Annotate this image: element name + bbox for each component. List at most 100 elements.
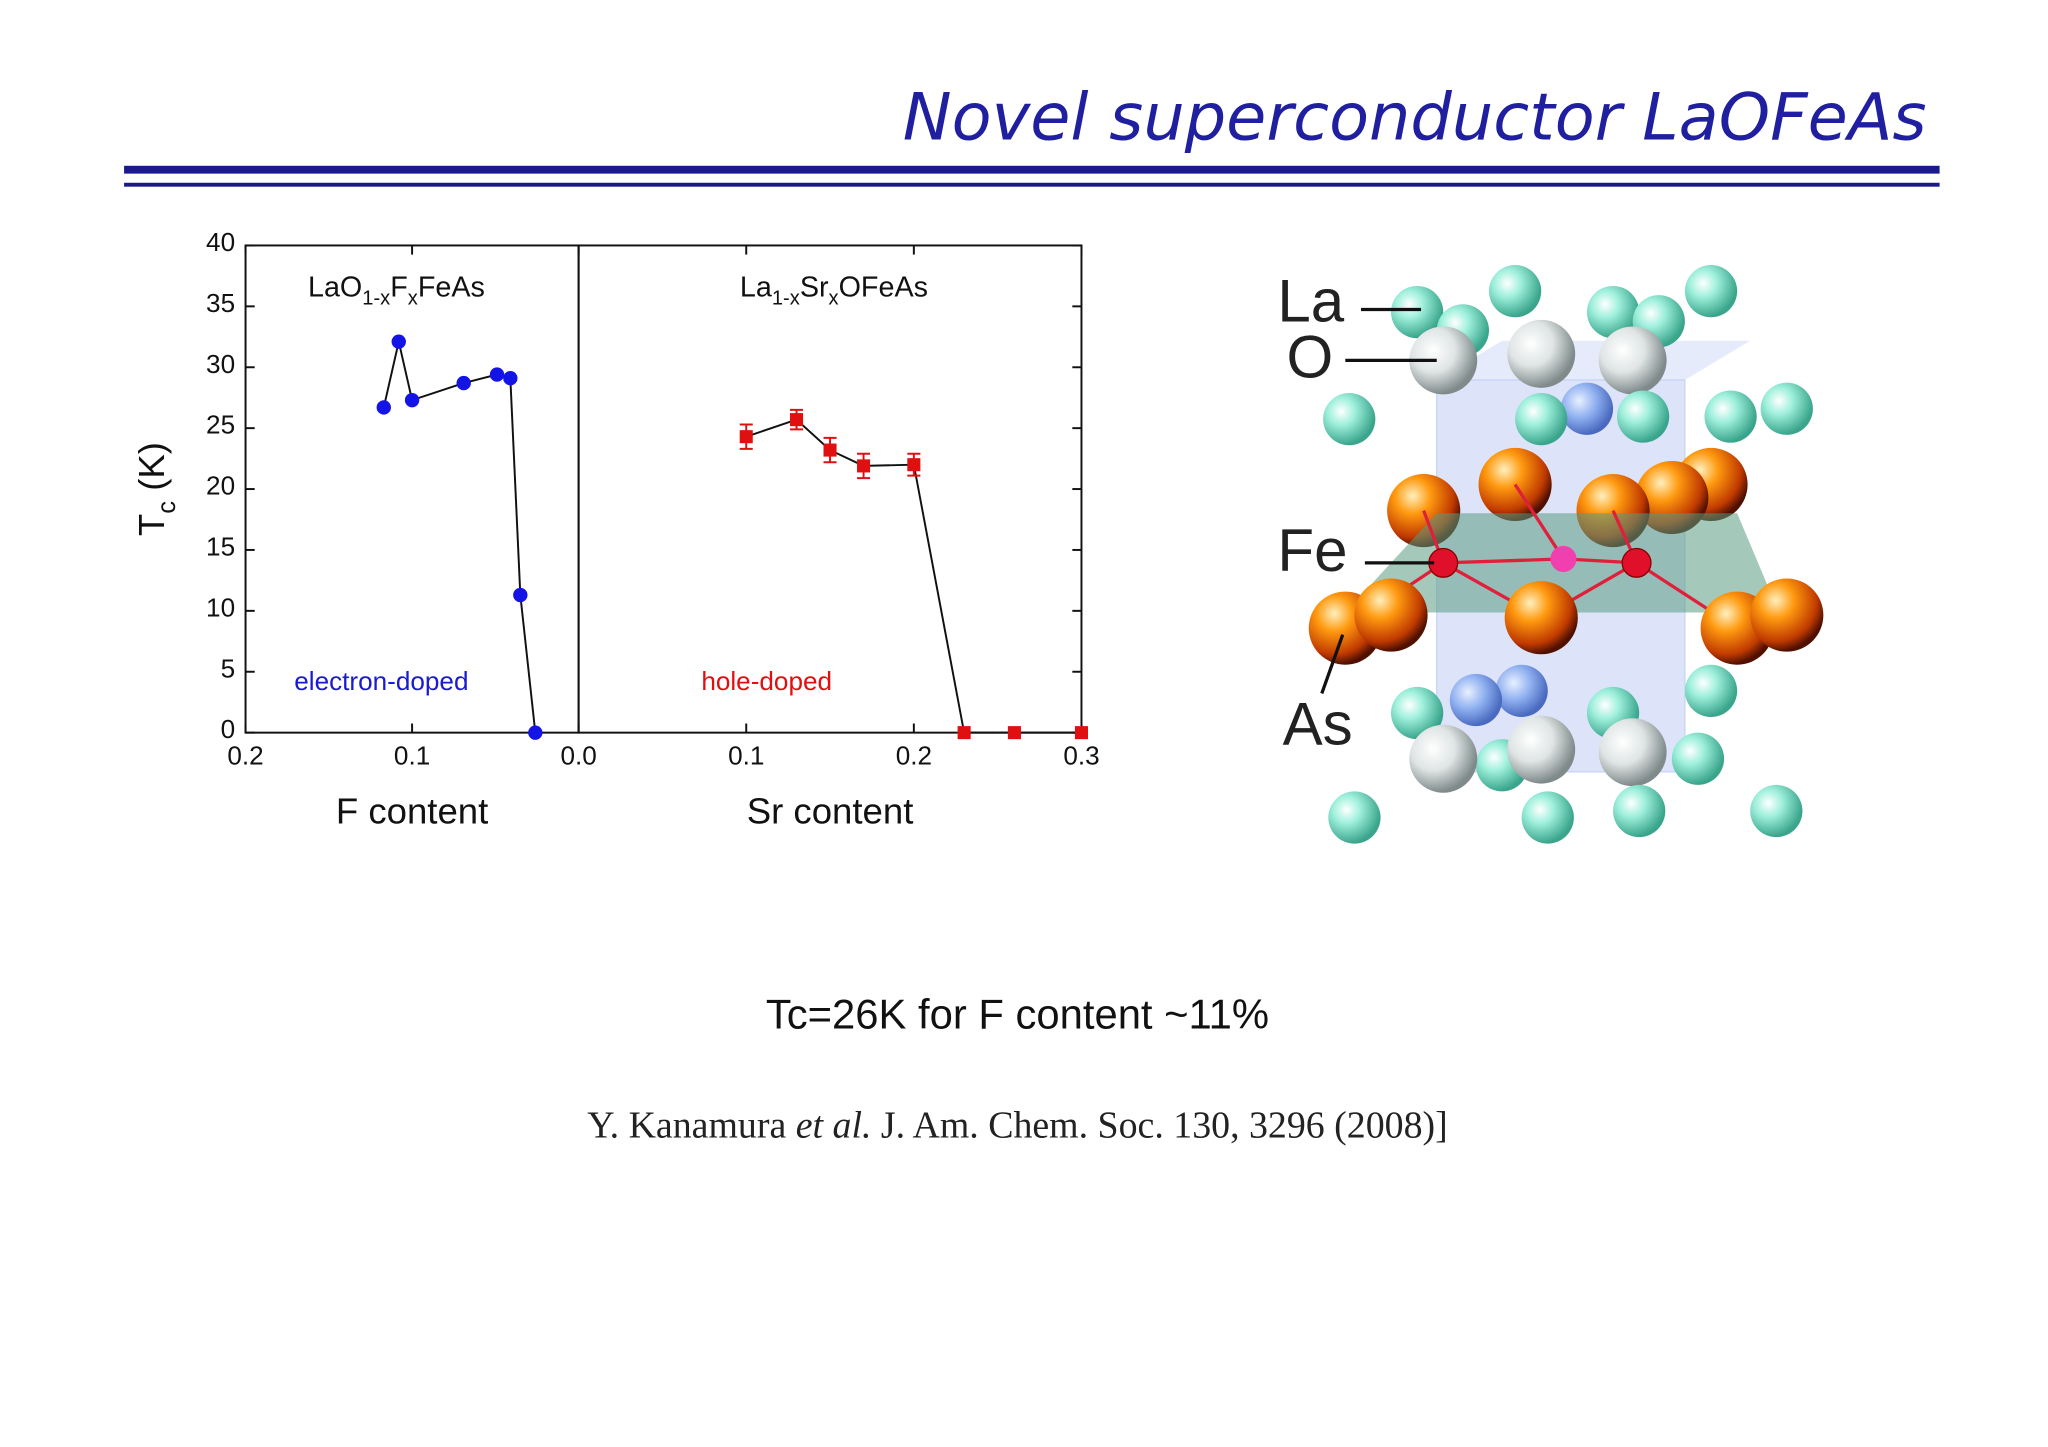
atom-la	[1409, 326, 1478, 395]
data-point	[823, 443, 837, 457]
atom-la	[1507, 319, 1576, 388]
atom-o	[1586, 285, 1640, 339]
atom-la	[1598, 718, 1667, 787]
y-tick-label: 25	[206, 410, 235, 440]
x-tick-label: 0.3	[1063, 740, 1099, 770]
x-tick-label: 0.2	[227, 740, 263, 770]
label-leader	[1320, 634, 1345, 695]
atom-o	[1684, 664, 1738, 717]
series-line	[382, 341, 537, 733]
reference-text: J. Am. Chem. Soc. 130, 3296 (2008)]	[871, 1104, 1447, 1146]
y-axis-label-part: (K)	[131, 442, 172, 501]
crystal-structure: LaO Fe As	[1277, 265, 1824, 844]
bond	[1513, 483, 1565, 560]
atom-o	[1613, 784, 1666, 838]
panel-title-part: x	[829, 288, 839, 310]
unit-cell	[1436, 340, 1751, 380]
annotation: electron-doped	[294, 666, 468, 696]
atom	[1449, 673, 1503, 727]
y-axis-label-part: T	[131, 514, 172, 536]
atom-o	[1684, 265, 1738, 318]
atom-o	[1515, 393, 1568, 446]
y-tick-label: 35	[206, 288, 235, 318]
plot-frame	[244, 244, 580, 734]
panel-title-part: FeAs	[418, 271, 485, 303]
reference-text: Y. Kanamura	[587, 1104, 796, 1146]
atom-la	[1598, 326, 1667, 395]
atom-o	[1488, 265, 1542, 318]
atom-o	[1323, 393, 1376, 446]
atom-la	[1409, 724, 1478, 793]
panel-title-part: 1-x	[362, 288, 390, 310]
x-tick-label: 0.2	[896, 740, 932, 770]
data-point	[513, 587, 528, 603]
y-axis-label-part: c	[153, 501, 181, 514]
atom-o	[1328, 791, 1381, 844]
plot-frame	[577, 244, 1083, 734]
x-tick-label: 0.0	[560, 740, 596, 770]
data-point	[376, 400, 391, 415]
data-point	[456, 375, 471, 391]
data-point	[907, 458, 921, 472]
y-tick-label: 5	[221, 653, 236, 683]
data-point	[489, 367, 505, 382]
data-point	[789, 413, 804, 427]
panel-title-part: 1-x	[772, 288, 800, 310]
atom	[1495, 664, 1548, 717]
reference-text: et al.	[796, 1104, 872, 1146]
bond	[1443, 557, 1564, 565]
atom-as	[1354, 578, 1428, 652]
atom-o	[1391, 686, 1444, 740]
y-axis-label: Tc (K)	[131, 442, 181, 536]
panel-title-part: La	[740, 271, 772, 303]
x-axis-label: Sr content	[747, 790, 914, 831]
structure-label: As	[1283, 691, 1353, 758]
y-tick-label: 15	[206, 532, 235, 562]
panel-title-part: x	[408, 288, 418, 310]
structure-label: O	[1287, 324, 1334, 391]
panel-title-part: LaO	[308, 271, 362, 303]
panel-title: La1-xSrxOFeAs	[740, 271, 928, 310]
atom-fe	[1550, 545, 1577, 572]
atom-o	[1521, 791, 1574, 844]
slide-title: Novel superconductor LaOFeAs	[903, 79, 1927, 155]
atom-o	[1616, 390, 1670, 443]
reference: Y. Kanamura et al. J. Am. Chem. Soc. 130…	[587, 1104, 1448, 1146]
panel-title-part: OFeAs	[839, 271, 928, 303]
atom-o	[1760, 382, 1813, 435]
panel-title-part: Sr	[800, 271, 829, 303]
data-point	[391, 334, 406, 349]
data-point	[957, 726, 971, 740]
x-tick-label: 0.1	[394, 740, 430, 770]
atom-o	[1704, 390, 1757, 443]
y-tick-label: 30	[206, 349, 235, 379]
atom-la	[1507, 715, 1576, 784]
data-point	[1007, 726, 1021, 740]
title-rule	[124, 165, 1940, 174]
atom-fe	[1621, 547, 1652, 578]
y-tick-label: 10	[206, 592, 235, 622]
data-point	[503, 371, 518, 386]
atom-o	[1391, 285, 1444, 339]
data-point	[739, 430, 753, 444]
title-rule	[124, 182, 1940, 187]
atom-as	[1504, 581, 1578, 655]
structure-label: Fe	[1277, 517, 1347, 584]
x-tick-label: 0.1	[728, 740, 764, 770]
panel-title-part: F	[390, 271, 408, 303]
y-tick-label: 0	[221, 714, 236, 744]
annotation: hole-doped	[701, 666, 832, 696]
data-point	[404, 392, 420, 408]
y-tick-label: 20	[206, 471, 235, 501]
atom-o	[1671, 732, 1725, 785]
caption: Tc=26K for F content ~11%	[766, 990, 1269, 1037]
y-tick-label: 40	[206, 227, 235, 257]
panel-title: LaO1-xFxFeAs	[308, 271, 485, 310]
structure-label: La	[1277, 267, 1344, 334]
x-axis-label: F content	[336, 790, 488, 831]
data-point	[857, 459, 871, 473]
data-point	[528, 725, 543, 740]
atom-o	[1750, 784, 1803, 838]
